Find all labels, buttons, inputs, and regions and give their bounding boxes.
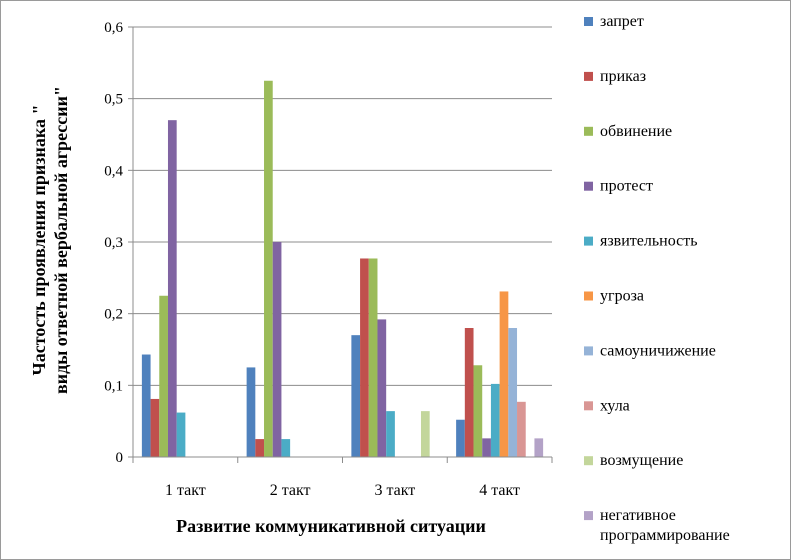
- legend-label: приказ: [600, 68, 646, 85]
- bar: [499, 291, 509, 457]
- bar: [517, 401, 526, 457]
- legend-swatch: [584, 126, 593, 136]
- y-tick-label: 0,3: [104, 235, 123, 251]
- bar: [360, 258, 369, 457]
- bar: [386, 411, 395, 457]
- y-axis-title-line: Частость проявления признака ": [29, 105, 49, 376]
- x-category-label: 4 такт: [479, 482, 520, 499]
- bar: [368, 258, 378, 457]
- x-category-label: 2 такт: [270, 482, 311, 499]
- legend-swatch: [584, 401, 593, 411]
- legend-label: хула: [600, 397, 630, 414]
- bar: [159, 295, 168, 457]
- legend-label: самоуничижение: [600, 342, 716, 359]
- y-tick-label: 0,2: [104, 307, 123, 323]
- legend-swatch: [584, 291, 593, 301]
- y-axis-title: Частость проявления признака " виды ответ…: [29, 86, 71, 394]
- bar: [351, 335, 361, 457]
- y-tick-label: 0,5: [104, 92, 123, 108]
- y-axis-title-line: виды ответной вербальной агрессии": [51, 86, 71, 394]
- legend-label: угроза: [600, 288, 644, 305]
- bar: [473, 365, 483, 457]
- legend-label: возмущение: [600, 452, 683, 469]
- x-axis-title: Развитие коммуникативной ситуации: [176, 516, 486, 536]
- y-tick-label: 0: [116, 450, 124, 466]
- bar: [272, 242, 282, 457]
- bar: [377, 319, 387, 457]
- legend-swatch: [584, 71, 593, 81]
- y-axis-ticks: 0 0,1 0,2 0,3 0,4 0,5 0,6: [104, 20, 133, 466]
- legend: запрет приказ обвинение протест язвительност…: [584, 13, 730, 544]
- bar: [464, 328, 474, 457]
- bar: [534, 438, 544, 457]
- x-axis-categories: 1 такт 2 такт 3 такт 4 такт: [165, 482, 520, 499]
- bar: [420, 411, 430, 457]
- bar: [176, 412, 186, 457]
- gridlines: [133, 26, 552, 386]
- y-tick-label: 0,6: [104, 20, 123, 36]
- bar: [456, 419, 465, 457]
- bars: [141, 80, 544, 458]
- legend-swatch: [584, 17, 593, 26]
- legend-label: обвинение: [600, 123, 672, 140]
- legend-label: запрет: [600, 13, 644, 30]
- legend-label: протест: [600, 178, 653, 195]
- bar: [150, 398, 160, 457]
- y-tick-label: 0,4: [104, 163, 123, 179]
- y-tick-label: 0,1: [104, 378, 123, 394]
- bar: [508, 328, 518, 457]
- bar: [255, 439, 265, 457]
- legend-swatch: [584, 511, 593, 521]
- bar: [246, 367, 256, 457]
- legend-swatch: [584, 346, 593, 356]
- legend-swatch: [584, 456, 593, 466]
- legend-label: негативное программирование: [600, 507, 730, 544]
- legend-swatch: [584, 236, 593, 246]
- bar: [167, 120, 177, 458]
- bar: [281, 439, 291, 457]
- legend-label: язвительность: [600, 233, 698, 250]
- legend-swatch: [584, 181, 593, 191]
- x-category-label: 3 такт: [374, 482, 415, 499]
- bar: [482, 438, 491, 457]
- bar: [490, 383, 500, 457]
- bar: [141, 354, 151, 457]
- bar: [264, 80, 273, 457]
- x-axis-ticks: [132, 457, 553, 463]
- x-category-label: 1 такт: [165, 482, 206, 499]
